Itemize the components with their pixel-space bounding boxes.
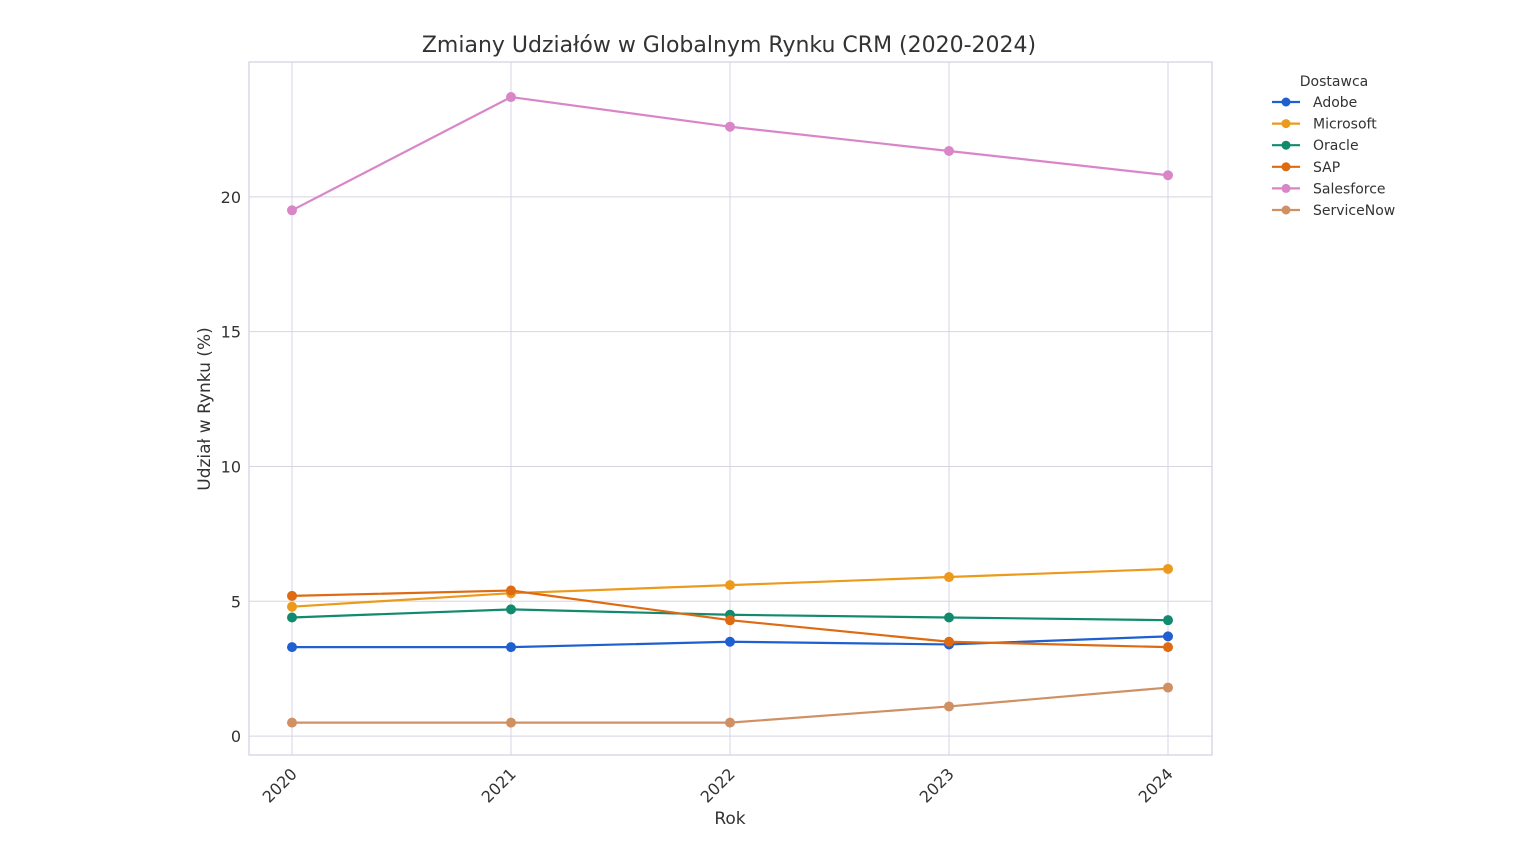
legend-label: ServiceNow — [1313, 203, 1395, 219]
y-tick-label: 20 — [221, 188, 241, 207]
legend-label: Microsoft — [1313, 117, 1377, 133]
legend-marker — [1281, 97, 1291, 107]
x-tick-label: 2023 — [916, 764, 958, 806]
data-point — [287, 717, 297, 728]
x-tick-label: 2021 — [478, 764, 520, 806]
data-point — [287, 612, 297, 623]
data-point — [287, 590, 297, 601]
series-oracle — [287, 604, 1173, 626]
data-point — [725, 580, 735, 591]
legend-item: Adobe — [1272, 95, 1357, 111]
y-tick-label: 5 — [231, 592, 241, 611]
data-point — [1163, 615, 1173, 626]
data-point — [506, 92, 516, 103]
y-axis-ticks: 0 5 10 15 20 — [221, 188, 241, 746]
x-tick-label: 2024 — [1135, 764, 1177, 806]
x-tick-label: 2020 — [259, 764, 301, 806]
legend-items: Adobe Microsoft Oracle SAP Salesforce Service… — [1272, 95, 1395, 219]
legend-marker — [1281, 162, 1291, 172]
data-point — [944, 572, 954, 583]
data-point — [1163, 170, 1173, 181]
legend-marker — [1281, 119, 1291, 129]
legend-label: Adobe — [1313, 95, 1357, 111]
data-point — [1163, 642, 1173, 653]
data-point — [944, 701, 954, 712]
data-point — [944, 145, 954, 156]
data-point — [506, 585, 516, 596]
legend-item: SAP — [1272, 160, 1340, 176]
data-point — [944, 612, 954, 623]
y-tick-label: 0 — [231, 727, 241, 746]
y-tick-label: 10 — [221, 457, 241, 476]
grid-lines — [249, 62, 1212, 755]
data-point — [1163, 631, 1173, 642]
data-point — [287, 642, 297, 653]
data-point — [1163, 682, 1173, 693]
data-point — [725, 717, 735, 728]
plot-frame — [248, 61, 1213, 756]
legend-item: ServiceNow — [1272, 203, 1395, 219]
chart-title: Zmiany Udziałów w Globalnym Rynku CRM (2… — [422, 33, 1036, 58]
legend-item: Salesforce — [1272, 181, 1386, 197]
y-axis-label: Udział w Rynku (%) — [195, 327, 215, 490]
legend-label: SAP — [1313, 160, 1340, 176]
series-salesforce — [287, 92, 1173, 216]
legend-marker — [1281, 183, 1291, 193]
legend-item: Oracle — [1272, 138, 1359, 154]
legend-label: Salesforce — [1313, 181, 1386, 197]
data-point — [725, 636, 735, 647]
x-axis-ticks: 2020 2021 2022 2023 2024 — [259, 764, 1177, 806]
data-point — [287, 601, 297, 612]
data-point — [506, 642, 516, 653]
data-point — [506, 717, 516, 728]
legend-marker — [1281, 140, 1291, 150]
series-lines — [287, 92, 1173, 728]
data-point — [725, 121, 735, 132]
y-tick-label: 15 — [221, 323, 241, 342]
data-point — [287, 205, 297, 216]
data-point — [506, 604, 516, 615]
legend-title: Dostawca — [1300, 74, 1368, 90]
data-point — [944, 636, 954, 647]
legend-marker — [1281, 205, 1291, 215]
series-servicenow — [287, 682, 1173, 728]
legend-label: Oracle — [1313, 138, 1359, 154]
data-point — [725, 615, 735, 626]
legend: Dostawca Adobe Microsoft Oracle SAP Salesfor… — [1272, 74, 1395, 219]
data-point — [1163, 563, 1173, 574]
series-sap — [287, 585, 1173, 653]
series-microsoft — [287, 563, 1173, 612]
x-tick-label: 2022 — [697, 764, 739, 806]
x-axis-label: Rok — [714, 809, 745, 829]
legend-item: Microsoft — [1272, 117, 1377, 133]
